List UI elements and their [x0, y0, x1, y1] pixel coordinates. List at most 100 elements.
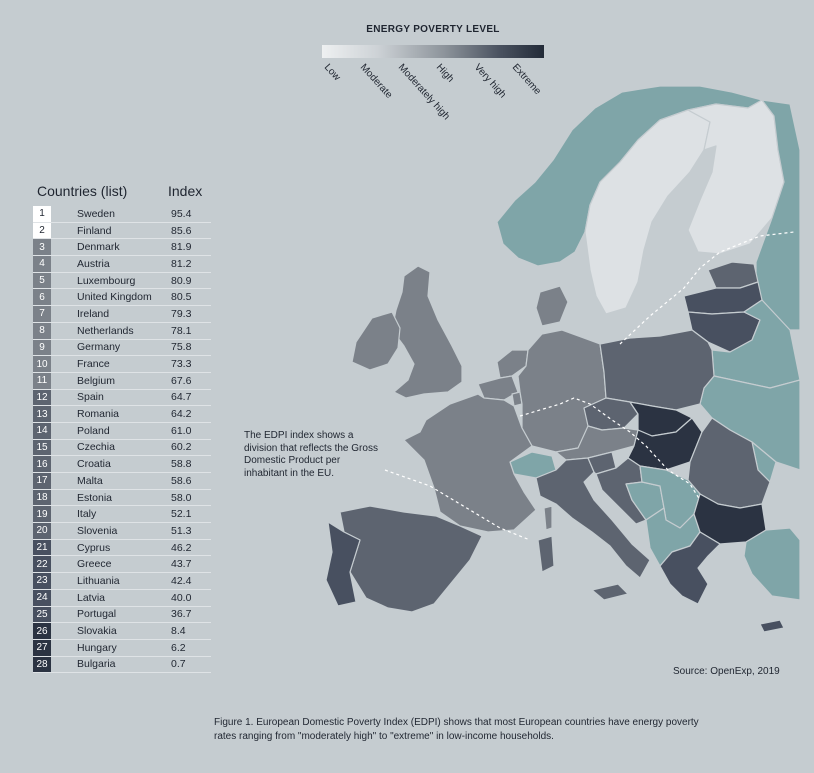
rank-cell: 6: [33, 288, 51, 307]
rank-cell: 16: [33, 455, 51, 473]
map-cyprus: [759, 619, 785, 633]
table-row: 2 Finland 85.6: [33, 222, 211, 240]
rank-cell: 28: [33, 656, 51, 674]
table-row: 9 Germany 75.8: [33, 339, 211, 357]
map-uk: [391, 265, 463, 399]
ranking-table: 1 Sweden 95.4 2 Finland 85.6 3 Denmark 81.9 4 Aust…: [33, 206, 211, 674]
table-row: 5 Luxembourg 80.9: [33, 272, 211, 290]
table-row: 7 Ireland 79.3: [33, 305, 211, 323]
source-note: Source: OpenExp, 2019: [673, 666, 780, 677]
table-row: 18 Estonia 58.0: [33, 489, 211, 507]
table-header-index: Index: [168, 183, 203, 199]
table-row: 10 France 73.3: [33, 355, 211, 373]
rank-cell: 14: [33, 422, 51, 440]
rank-cell: 27: [33, 639, 51, 657]
table-row: 1 Sweden 95.4: [33, 206, 211, 223]
rank-cell: 24: [33, 589, 51, 607]
index-cell: 73.3: [171, 355, 211, 373]
country-cell: Bulgaria: [51, 656, 171, 674]
table-row: 19 Italy 52.1: [33, 505, 211, 524]
map-greece: [659, 531, 721, 605]
rank-cell: 17: [33, 472, 51, 490]
index-cell: 0.7: [171, 656, 211, 674]
map-sweden: [584, 109, 711, 315]
map-turkey: [743, 527, 801, 601]
index-cell: 67.6: [171, 372, 211, 390]
index-cell: 51.3: [171, 522, 211, 540]
index-cell: 78.1: [171, 322, 211, 340]
table-row: 22 Greece 43.7: [33, 555, 211, 574]
rank-cell: 4: [33, 255, 51, 273]
index-cell: 79.3: [171, 305, 211, 323]
map-italy: [535, 457, 651, 579]
country-cell: Hungary: [51, 639, 171, 657]
index-cell: 60.2: [171, 439, 211, 457]
index-cell: 46.2: [171, 539, 211, 557]
country-cell: Estonia: [51, 489, 171, 507]
rank-cell: 20: [33, 522, 51, 540]
country-cell: Austria: [51, 255, 171, 273]
legend-gradient-bar: [322, 45, 544, 58]
country-cell: Germany: [51, 339, 171, 357]
country-cell: Slovenia: [51, 522, 171, 540]
country-cell: Lithuania: [51, 572, 171, 590]
index-cell: 43.7: [171, 555, 211, 574]
table-row: 25 Portugal 36.7: [33, 606, 211, 624]
country-cell: Croatia: [51, 455, 171, 473]
table-row: 28 Bulgaria 0.7: [33, 656, 211, 674]
table-row: 17 Malta 58.6: [33, 472, 211, 490]
rank-cell: 19: [33, 505, 51, 524]
table-row: 16 Croatia 58.8: [33, 455, 211, 473]
country-cell: Italy: [51, 505, 171, 524]
rank-cell: 9: [33, 339, 51, 357]
map-finland: [687, 99, 785, 255]
table-row: 8 Netherlands 78.1: [33, 322, 211, 340]
index-cell: 58.0: [171, 489, 211, 507]
country-cell: Ireland: [51, 305, 171, 323]
rank-cell: 1: [33, 206, 51, 223]
table-row: 6 United Kingdom 80.5: [33, 288, 211, 307]
figure-caption: Figure 1. European Domestic Poverty Inde…: [214, 717, 699, 742]
table-row: 3 Denmark 81.9: [33, 238, 211, 257]
map-sicily: [591, 583, 629, 601]
country-cell: United Kingdom: [51, 288, 171, 307]
index-cell: 8.4: [171, 622, 211, 640]
rank-cell: 8: [33, 322, 51, 340]
country-cell: Netherlands: [51, 322, 171, 340]
table-row: 21 Cyprus 46.2: [33, 539, 211, 557]
rank-cell: 25: [33, 606, 51, 624]
country-cell: Latvia: [51, 589, 171, 607]
index-cell: 85.6: [171, 222, 211, 240]
map-portugal: [325, 521, 361, 607]
index-cell: 81.2: [171, 255, 211, 273]
country-cell: Czechia: [51, 439, 171, 457]
index-cell: 61.0: [171, 422, 211, 440]
table-row: 15 Czechia 60.2: [33, 439, 211, 457]
rank-cell: 11: [33, 372, 51, 390]
country-cell: Finland: [51, 222, 171, 240]
table-row: 4 Austria 81.2: [33, 255, 211, 273]
index-cell: 64.2: [171, 405, 211, 423]
rank-cell: 18: [33, 489, 51, 507]
rank-cell: 10: [33, 355, 51, 373]
table-header-countries: Countries (list): [37, 183, 128, 199]
index-cell: 58.6: [171, 472, 211, 490]
rank-cell: 5: [33, 272, 51, 290]
country-cell: France: [51, 355, 171, 373]
country-cell: Malta: [51, 472, 171, 490]
map-poland: [599, 329, 715, 411]
map-france: [403, 393, 537, 533]
index-cell: 81.9: [171, 238, 211, 257]
index-cell: 80.5: [171, 288, 211, 307]
table-row: 23 Lithuania 42.4: [33, 572, 211, 590]
rank-cell: 15: [33, 439, 51, 457]
table-row: 11 Belgium 67.6: [33, 372, 211, 390]
rank-cell: 12: [33, 389, 51, 407]
table-row: 13 Romania 64.2: [33, 405, 211, 423]
table-row: 24 Latvia 40.0: [33, 589, 211, 607]
country-cell: Greece: [51, 555, 171, 574]
index-cell: 95.4: [171, 206, 211, 223]
country-cell: Luxembourg: [51, 272, 171, 290]
rank-cell: 13: [33, 405, 51, 423]
